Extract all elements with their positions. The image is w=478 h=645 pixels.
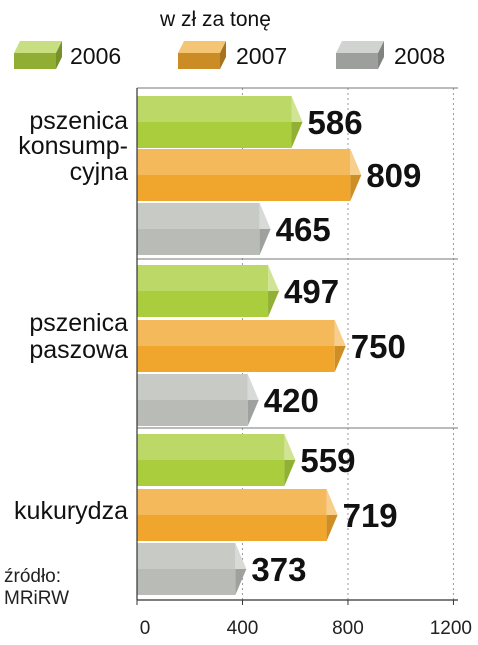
value-label-2008-1: 420: [264, 382, 319, 419]
legend-swatch-side-2006: [56, 41, 62, 69]
bar-cap-upper-2006: [284, 434, 296, 460]
bar-upper-2006: [137, 265, 269, 291]
category-label-1-1: paszowa: [29, 336, 128, 364]
legend-swatch-top-2008: [336, 41, 384, 53]
value-label-2008-0: 465: [276, 211, 331, 248]
legend-label-2008: 2008: [394, 43, 445, 69]
bar-cap-lower-2007: [326, 515, 338, 541]
bar-cap-lower-2008: [259, 229, 271, 255]
bar-cap-lower-2007: [334, 346, 346, 372]
bar-upper-2006: [137, 434, 285, 460]
bar-lower-2006: [137, 291, 269, 317]
category-label-2-0: kukurydza: [14, 497, 128, 525]
bar-cap-upper-2006: [268, 265, 280, 291]
legend-swatch-top-2006: [14, 41, 62, 53]
source-name: MRiRW: [4, 588, 69, 609]
bar-upper-2006: [137, 96, 292, 122]
category-label-0-1: konsump-: [18, 132, 128, 160]
bar-cap-lower-2006: [268, 291, 280, 317]
legend-swatch-front-2007: [178, 53, 220, 69]
value-label-2006-2: 559: [300, 442, 355, 479]
bar-lower-2007: [137, 515, 327, 541]
bar-cap-lower-2008: [247, 400, 259, 426]
value-label-2006-0: 586: [308, 104, 363, 141]
bar-upper-2007: [137, 149, 351, 175]
bar-cap-upper-2007: [326, 489, 338, 515]
bar-cap-upper-2008: [259, 203, 271, 229]
x-tick-label: 0: [140, 618, 151, 639]
category-label-1-0: pszenica: [29, 309, 128, 337]
value-label-2008-2: 373: [251, 551, 306, 588]
bar-upper-2008: [137, 203, 260, 229]
value-label-2007-2: 719: [343, 497, 398, 534]
bar-cap-lower-2008: [235, 569, 247, 595]
bar-upper-2007: [137, 489, 327, 515]
bar-lower-2006: [137, 460, 285, 486]
bar-cap-upper-2007: [334, 320, 346, 346]
bar-upper-2007: [137, 320, 335, 346]
legend-swatch-top-2007: [178, 41, 226, 53]
bar-upper-2008: [137, 374, 248, 400]
x-tick-label: 1200: [430, 618, 472, 639]
bar-lower-2008: [137, 229, 260, 255]
bar-cap-upper-2006: [291, 96, 303, 122]
bar-lower-2006: [137, 122, 292, 148]
category-label-0-2: cyjna: [70, 158, 128, 186]
x-tick-label: 800: [332, 618, 364, 639]
legend-label-2007: 2007: [236, 43, 287, 69]
legend-swatch-front-2006: [14, 53, 56, 69]
bar-cap-upper-2008: [247, 374, 259, 400]
bar-cap-upper-2008: [235, 543, 247, 569]
value-label-2006-1: 497: [284, 273, 339, 310]
chart-subtitle: w zł za tonę: [159, 8, 271, 31]
legend-swatch-side-2008: [378, 41, 384, 69]
category-label-0-0: pszenica: [29, 107, 128, 135]
bar-lower-2008: [137, 400, 248, 426]
bar-cap-lower-2007: [350, 175, 362, 201]
x-tick-label: 400: [227, 618, 259, 639]
legend-label-2006: 2006: [70, 43, 121, 69]
bar-upper-2008: [137, 543, 236, 569]
value-label-2007-0: 809: [366, 157, 421, 194]
bar-lower-2007: [137, 175, 351, 201]
value-label-2007-1: 750: [351, 328, 406, 365]
bar-cap-upper-2007: [350, 149, 362, 175]
bar-cap-lower-2006: [284, 460, 296, 486]
bar-lower-2007: [137, 346, 335, 372]
bar-cap-lower-2006: [291, 122, 303, 148]
legend-swatch-front-2008: [336, 53, 378, 69]
legend-swatch-side-2007: [220, 41, 226, 69]
bar-lower-2008: [137, 569, 236, 595]
source-label: źródło:: [4, 566, 61, 587]
